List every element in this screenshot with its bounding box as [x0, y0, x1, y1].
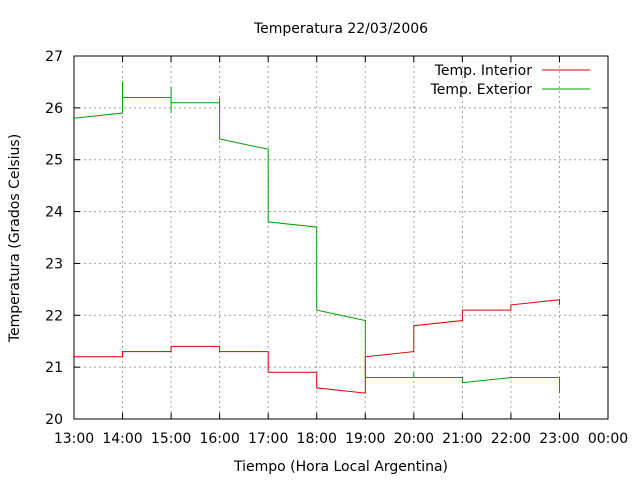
x-tick-label: 22:00 — [491, 431, 531, 447]
y-tick-label: 26 — [45, 101, 63, 117]
x-tick-label: 15:00 — [151, 431, 191, 447]
x-tick-label: 21:00 — [442, 431, 482, 447]
chart-title: Temperatura 22/03/2006 — [253, 21, 428, 37]
axis-ticks: 13:00 14:00 15:00 16:00 17:00 18:00 19:00 20:00… — [45, 49, 628, 447]
y-tick-label: 22 — [45, 308, 63, 324]
legend-label: Temp. Interior — [434, 63, 533, 79]
series-line-exterior — [73, 81, 560, 394]
x-tick-label: 00:00 — [588, 431, 628, 447]
y-tick-label: 23 — [45, 256, 63, 272]
x-axis-label: Tiempo (Hora Local Argentina) — [233, 459, 448, 475]
x-tick-label: 13:00 — [54, 431, 94, 447]
y-tick-label: 27 — [45, 49, 63, 65]
x-tick-label: 17:00 — [248, 431, 288, 447]
x-tick-label: 19:00 — [345, 431, 385, 447]
grid-lines — [74, 56, 608, 419]
x-tick-label: 16:00 — [199, 431, 239, 447]
x-tick-label: 23:00 — [539, 431, 579, 447]
legend-label: Temp. Exterior — [430, 82, 533, 98]
x-tick-label: 18:00 — [297, 431, 337, 447]
y-tick-label: 25 — [45, 153, 63, 169]
series-line-interior — [74, 299, 560, 394]
legend: Temp. Interior Temp. Exterior — [430, 63, 590, 98]
x-tick-label: 20:00 — [394, 431, 434, 447]
x-tick-label: 14:00 — [102, 431, 142, 447]
y-axis-label: Temperatura (Grados Celsius) — [7, 134, 23, 343]
plot-frame — [73, 55, 609, 420]
series-layer — [73, 81, 560, 394]
y-tick-label: 21 — [45, 360, 63, 376]
y-tick-label: 24 — [45, 205, 63, 221]
y-tick-label: 20 — [45, 412, 63, 428]
